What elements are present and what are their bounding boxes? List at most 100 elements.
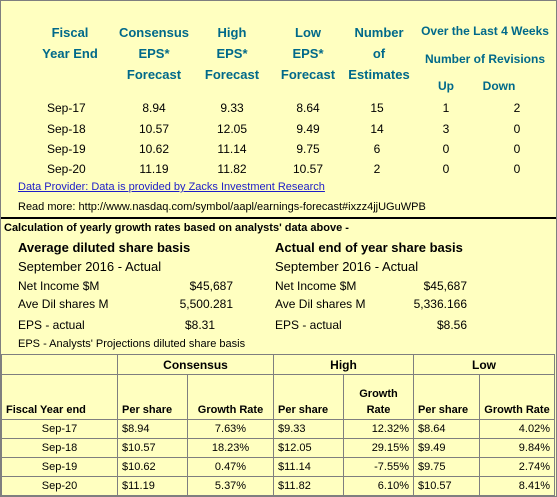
average-shares-value: 5,500.281 [179,297,233,311]
table-row: Sep-18 $10.57 18.23% $12.05 29.15% $9.49… [1,438,555,458]
year-cell: Sep-18 [1,438,118,458]
consensus-header-line-3: Forecast [126,67,182,82]
low-group-header: Low [413,354,555,375]
consensus-header: Consensus EPS* Forecast [111,22,197,85]
consensus-per-share-cell: $10.62 [117,457,188,477]
average-net-income-value: $45,687 [189,279,233,293]
year-cell: Sep-17 [47,101,86,115]
up-header: Up [438,79,454,93]
estimates-header-line-2: of [372,46,386,61]
estimates-header-line-3: Estimates [348,67,410,82]
table-row: Sep-20 $11.19 5.37% $11.82 6.10% $10.57 … [1,476,555,496]
consensus-growth-cell: 7.63% [187,419,274,439]
consensus-cell: 10.57 [138,122,170,136]
section-divider [1,217,556,219]
projections-table: Consensus High Low Fiscal Year end Per s… [1,354,555,496]
estimates-cell: 6 [373,142,381,156]
consensus-per-share-header: Per share [117,374,188,420]
consensus-cell: 8.94 [142,101,166,115]
year-cell: Sep-17 [1,419,118,439]
high-per-share-cell: $9.33 [273,419,344,439]
estimates-header: Number of Estimates [345,22,413,85]
high-growth-header-line-2: Rate [366,404,391,416]
year-cell: Sep-20 [1,476,118,496]
low-per-share-cell: $9.49 [413,438,480,458]
high-cell: 12.05 [216,122,248,136]
revisions-header: Number of Revisions [424,52,546,66]
low-cell: 8.64 [296,101,320,115]
low-per-share-header: Per share [413,374,480,420]
up-cell: 0 [442,162,450,176]
year-cell: Sep-19 [1,457,118,477]
actual-shares-label: Ave Dil shares M [275,297,366,311]
year-cell: Sep-20 [47,162,86,176]
read-more-text: Read more: http://www.nasdaq.com/symbol/… [18,201,426,213]
low-cell: 10.57 [292,162,324,176]
high-growth-cell: 29.15% [343,438,414,458]
low-cell: 9.75 [296,142,320,156]
low-per-share-cell: $10.57 [413,476,480,496]
down-cell: 2 [513,101,521,115]
up-cell: 0 [442,142,450,156]
high-header-line-3: Forecast [204,67,260,82]
over-last-header: Over the Last 4 Weeks [421,24,549,38]
actual-net-income-value: $45,687 [423,279,467,293]
high-cell: 11.14 [217,142,247,156]
average-eps-value: $8.31 [184,318,216,332]
consensus-cell: 10.62 [138,142,170,156]
down-header: Down [482,79,516,93]
estimates-cell: 15 [370,101,384,115]
low-growth-cell: 2.74% [479,457,555,477]
high-growth-header: Growth Rate [343,374,414,420]
high-per-share-cell: $11.14 [273,457,344,477]
table-row: Sep-19 $10.62 0.47% $11.14 -7.55% $9.75 … [1,457,555,477]
consensus-group-header: Consensus [117,354,274,375]
high-cell: 11.82 [217,162,247,176]
consensus-growth-header: Growth Rate [187,374,274,420]
low-growth-header: Growth Rate [479,374,555,420]
high-growth-cell: 6.10% [343,476,414,496]
actual-basis-title: Actual end of year share basis [275,240,463,255]
average-basis-subtitle: September 2016 - Actual [18,259,162,274]
low-header-line-3: Forecast [280,67,336,82]
actual-eps-label: EPS - actual [275,318,342,332]
high-growth-cell: -7.55% [343,457,414,477]
group-header-row: Consensus High Low [1,354,555,375]
fiscal-header-line-2: Year End [42,46,98,61]
consensus-per-share-cell: $10.57 [117,438,188,458]
table-row: Sep-17 $8.94 7.63% $9.33 12.32% $8.64 4.… [1,419,555,439]
consensus-per-share-cell: $11.19 [117,476,188,496]
high-growth-header-line-1: Growth [359,388,398,400]
consensus-growth-cell: 18.23% [187,438,274,458]
estimates-header-line-1: Number [354,25,404,40]
year-cell: Sep-18 [47,122,86,136]
actual-eps-value: $8.56 [436,318,467,332]
high-per-share-cell: $11.82 [273,476,344,496]
fiscal-header: Fiscal Year End [29,22,111,64]
low-per-share-cell: $8.64 [413,419,480,439]
consensus-per-share-cell: $8.94 [117,419,188,439]
average-net-income-label: Net Income $M [18,279,100,293]
consensus-cell: 11.19 [139,162,169,176]
estimates-cell: 14 [370,122,384,136]
actual-net-income-label: Net Income $M [275,279,357,293]
down-cell: 0 [513,142,521,156]
up-cell: 1 [442,101,450,115]
high-header: High EPS* Forecast [197,22,267,85]
consensus-growth-cell: 0.47% [187,457,274,477]
high-per-share-cell: $12.05 [273,438,344,458]
low-header-line-1: Low [295,25,321,40]
down-cell: 0 [513,122,521,136]
year-cell: Sep-19 [47,142,86,156]
low-growth-cell: 8.41% [479,476,555,496]
low-growth-cell: 4.02% [479,419,555,439]
column-header-row: Fiscal Year end Per share Growth Rate Pe… [1,374,555,420]
projections-title: EPS - Analysts' Projections diluted shar… [18,338,246,350]
consensus-header-line-1: Consensus [118,25,190,40]
fiscal-year-header: Fiscal Year end [1,374,118,420]
low-header: Low EPS* Forecast [271,22,345,85]
data-provider-link[interactable]: Data Provider: Data is provided by Zacks… [18,181,325,193]
average-basis-title: Average diluted share basis [18,240,191,255]
estimates-cell: 2 [373,162,381,176]
